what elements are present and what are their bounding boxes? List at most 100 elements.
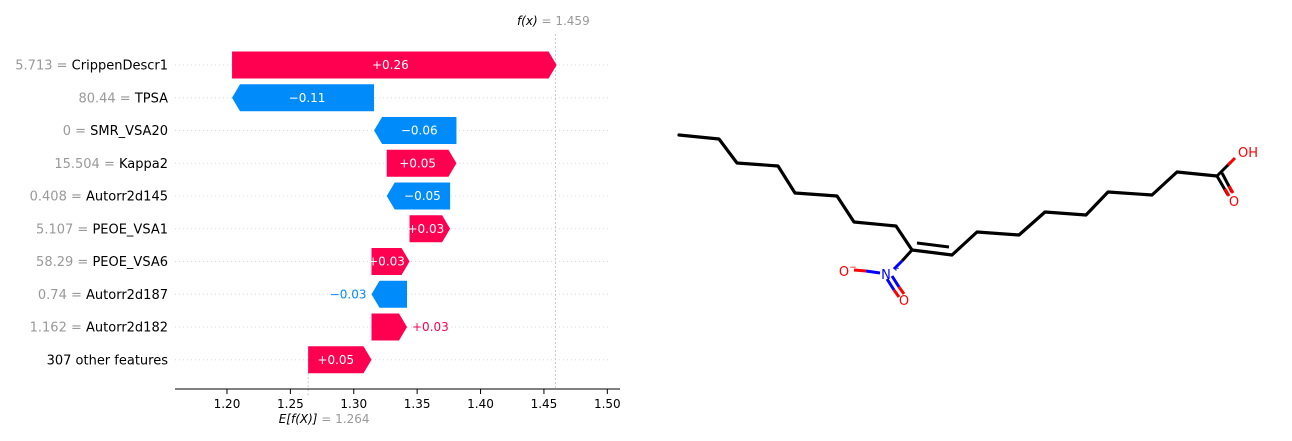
bond-c-n	[900, 248, 914, 263]
carbon-chain-bonds	[677, 133, 1219, 257]
feature-value: 0.74	[38, 288, 67, 303]
feature-value: 5.107	[36, 222, 73, 237]
x-tick-label: 1.20	[214, 397, 241, 411]
bond-n-o-red-1	[892, 289, 901, 298]
equals-sign: =	[116, 91, 135, 106]
feature-label: 0.74 = Autorr2d187	[38, 288, 168, 303]
positive-bar	[308, 346, 372, 374]
feature-label: 5.713 = CrippenDescr1	[15, 59, 168, 74]
feature-name: PEOE_VSA1	[92, 222, 168, 237]
bond-c-o-red-2	[1227, 185, 1235, 194]
efx-annotation: E[f(X)] = 1.264	[279, 412, 370, 426]
bar-value-label: −0.03	[330, 287, 367, 301]
feature-value: 0.408	[30, 190, 67, 205]
equals-sign: =	[67, 190, 86, 205]
bar-value-label: −0.06	[401, 124, 438, 138]
feature-label: 15.504 = Kappa2	[54, 157, 168, 172]
equals-sign: =	[100, 157, 119, 172]
equals-sign: =	[71, 124, 90, 139]
shap-waterfall-chart: +0.26 −0.11 −0.06 +0.05 −0.05 +0.03 +0.03 −0.03…	[15, 14, 620, 426]
feature-value: 5.713	[15, 59, 52, 74]
x-tick-label: 1.40	[467, 397, 494, 411]
bond-c-oh-red	[1226, 156, 1237, 167]
equals-sign: =	[73, 255, 92, 270]
atom-n-label: N	[881, 268, 891, 283]
equals-sign: =	[67, 321, 86, 336]
bars: +0.26 −0.11 −0.06 +0.05 −0.05 +0.03 +0.03 −0.03…	[232, 51, 557, 374]
x-tick-label: 1.50	[594, 397, 621, 411]
negative-bar	[374, 117, 457, 144]
bar-value-label: −0.11	[289, 91, 326, 105]
feature-name: SMR_VSA20	[90, 124, 168, 139]
x-tick-label: 1.45	[531, 397, 558, 411]
equals-sign: =	[67, 288, 86, 303]
equals-sign: =	[73, 222, 92, 237]
feature-name: Autorr2d187	[86, 288, 168, 303]
feature-label: 307 other features	[47, 353, 169, 368]
annotations: f(x) = 1.459 E[f(X)] = 1.264	[279, 14, 590, 426]
feature-labels: 5.713 = CrippenDescr1 80.44 = TPSA 0 = SMR…	[15, 59, 168, 369]
bar-value-label: +0.05	[317, 353, 354, 367]
feature-label: 58.29 = PEOE_VSA6	[36, 255, 168, 270]
atom-oh-label: OH	[1238, 146, 1258, 161]
bond-c-o-red-1	[1223, 188, 1231, 197]
efx-equals: =	[317, 412, 335, 426]
efx-value: 1.264	[335, 412, 369, 426]
bar-value-label: +0.26	[372, 58, 409, 72]
bar-value-label: +0.03	[368, 255, 405, 269]
double-bond-line	[916, 241, 950, 249]
positive-bar	[386, 149, 457, 177]
feature-name: PEOE_VSA6	[92, 255, 168, 270]
x-tick-label: 1.35	[404, 397, 431, 411]
feature-value: 1.162	[30, 321, 67, 336]
feature-label: 80.44 = TPSA	[78, 91, 168, 106]
feature-name: TPSA	[134, 91, 168, 106]
fx-value: 1.459	[555, 14, 589, 28]
atom-o-minus-charge: −	[849, 263, 857, 273]
negative-bar	[371, 280, 408, 308]
bond-n-ominus-red	[853, 268, 867, 273]
equals-sign: =	[53, 59, 72, 74]
fx-label: f(x)	[517, 14, 538, 28]
bond-n-o-1	[885, 278, 896, 291]
feature-value: 80.44	[78, 91, 115, 106]
feature-value: 15.504	[54, 157, 100, 172]
feature-name: 307 other features	[47, 353, 169, 368]
bar-value-label: +0.05	[399, 156, 436, 170]
feature-label: 0.408 = Autorr2d145	[30, 190, 168, 205]
feature-label: 0 = SMR_VSA20	[63, 124, 168, 139]
atom-o-minus-label: O	[839, 265, 849, 280]
fx-annotation: f(x) = 1.459	[517, 14, 590, 28]
x-tick-label: 1.30	[340, 397, 367, 411]
feature-name: Autorr2d145	[86, 190, 168, 205]
bond-n-ominus	[865, 269, 881, 275]
bond-n-o-red-2	[897, 286, 906, 295]
bond-n-o-2	[890, 275, 901, 288]
negative-bar	[386, 182, 451, 210]
negative-bar	[232, 84, 375, 112]
x-axis: 1.20 1.25 1.30 1.35 1.40 1.45 1.50	[175, 388, 621, 411]
fx-equals: =	[538, 14, 556, 28]
positive-bar	[371, 248, 410, 275]
bar-value-label: +0.03	[412, 320, 449, 334]
atom-n-charge: +	[892, 264, 900, 274]
atom-o-carbonyl-label: O	[1229, 195, 1239, 210]
feature-label: 1.162 = Autorr2d182	[30, 321, 168, 336]
bar-value-label: +0.03	[407, 222, 444, 236]
positive-bar	[409, 215, 451, 243]
bond-c-n-blue	[892, 259, 904, 271]
bar-value-label: −0.05	[404, 189, 441, 203]
feature-name: Kappa2	[119, 157, 168, 172]
positive-bar	[371, 313, 408, 341]
molecule-structure: OH O O − N + O	[677, 133, 1258, 309]
positive-bar	[232, 51, 557, 79]
feature-name: Autorr2d182	[86, 321, 168, 336]
atom-o-nitro-label: O	[899, 294, 909, 309]
feature-value: 58.29	[36, 255, 73, 270]
feature-name: CrippenDescr1	[72, 59, 168, 74]
feature-value: 0	[63, 124, 71, 139]
feature-label: 5.107 = PEOE_VSA1	[36, 222, 168, 237]
efx-label: E[f(X)]	[279, 412, 318, 426]
x-tick-label: 1.25	[277, 397, 304, 411]
